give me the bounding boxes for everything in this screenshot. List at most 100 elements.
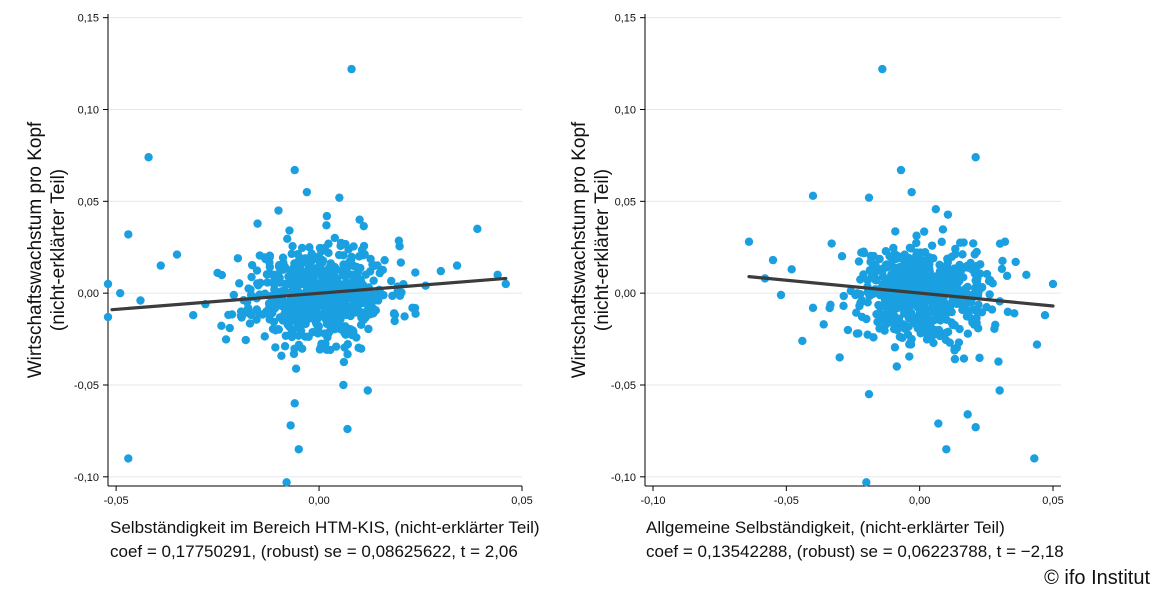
data-point (912, 248, 922, 257)
data-point (744, 237, 754, 246)
data-point (889, 243, 898, 253)
data-point (343, 350, 352, 359)
data-point (942, 282, 951, 291)
data-point (878, 280, 887, 289)
data-point (945, 338, 955, 347)
data-point (297, 243, 307, 253)
data-point (343, 424, 352, 434)
data-point (324, 264, 333, 274)
data-point (942, 315, 951, 324)
data-point (256, 278, 265, 288)
data-point (389, 309, 399, 318)
data-point (938, 225, 948, 234)
data-point (937, 237, 946, 247)
data-point (124, 454, 133, 463)
data-point (217, 321, 226, 331)
data-point (265, 258, 274, 267)
data-point (347, 330, 357, 340)
data-point (330, 306, 340, 315)
data-point (364, 289, 374, 299)
data-point (341, 322, 350, 331)
data-point (947, 252, 956, 262)
data-point (411, 268, 420, 277)
data-point (396, 258, 406, 267)
data-point (336, 314, 345, 324)
data-point (927, 241, 937, 250)
data-point (296, 326, 306, 335)
data-point (931, 204, 941, 214)
data-point (929, 254, 938, 263)
data-point (286, 421, 295, 430)
data-point (244, 306, 253, 315)
data-point (400, 312, 409, 321)
data-point (274, 206, 283, 215)
data-point (891, 227, 900, 236)
data-point (329, 321, 339, 330)
y-tick-label: 0,15 (78, 13, 99, 25)
data-point (290, 344, 299, 353)
data-point (363, 297, 373, 306)
data-point (910, 299, 920, 308)
data-points (744, 64, 1058, 487)
data-point (994, 357, 1003, 366)
data-point (380, 256, 389, 265)
y-tick-label: 0,10 (78, 105, 99, 117)
data-point (311, 305, 321, 314)
data-point (903, 259, 912, 268)
y-axis-label-left-line1: Wirtschaftswachstum pro Kopf (25, 121, 46, 379)
caption-right: Allgemeine Selbständigkeit, (nicht-erklä… (646, 516, 1064, 564)
data-point (900, 321, 910, 330)
data-point (863, 330, 872, 339)
data-point (297, 344, 307, 353)
data-point (896, 165, 906, 175)
x-tick-label: -0,10 (640, 495, 665, 507)
data-point (787, 265, 796, 274)
data-point (156, 261, 165, 270)
data-point (929, 338, 938, 348)
data-point (883, 317, 893, 326)
y-tick-label: 0,15 (615, 13, 636, 25)
data-point (883, 263, 892, 272)
copyright-credit: © ifo Institut (1044, 567, 1150, 589)
data-point (1032, 340, 1042, 349)
data-point (253, 219, 262, 228)
x-tick-label: -0,05 (104, 495, 129, 507)
data-point (985, 290, 994, 299)
data-point (929, 316, 939, 325)
data-point (900, 273, 909, 283)
data-point (950, 275, 959, 284)
data-point (934, 273, 944, 282)
data-point (967, 265, 976, 274)
data-point (959, 354, 969, 363)
data-point (890, 275, 899, 285)
data-point (241, 335, 250, 345)
data-point (943, 210, 953, 219)
data-point (330, 233, 339, 243)
data-point (285, 322, 294, 332)
data-point (884, 291, 894, 300)
data-point (278, 312, 288, 321)
data-point (1048, 279, 1058, 289)
data-point (934, 419, 943, 428)
y-tick-label: -0,10 (611, 472, 636, 484)
data-point (827, 239, 836, 248)
data-point (370, 296, 380, 305)
data-point (395, 242, 404, 251)
data-point (290, 259, 299, 268)
data-point (935, 260, 944, 269)
data-point (354, 343, 363, 352)
data-point (313, 329, 323, 338)
regression-line (110, 276, 508, 312)
data-point (918, 310, 928, 319)
data-point (115, 288, 125, 298)
data-point (221, 335, 231, 344)
data-point (290, 399, 299, 408)
data-point (919, 227, 929, 236)
y-tick-label: -0,05 (74, 380, 99, 392)
data-point (893, 295, 902, 304)
data-point (871, 260, 880, 269)
data-point (395, 291, 405, 300)
data-point (854, 257, 864, 266)
data-point (808, 303, 818, 313)
